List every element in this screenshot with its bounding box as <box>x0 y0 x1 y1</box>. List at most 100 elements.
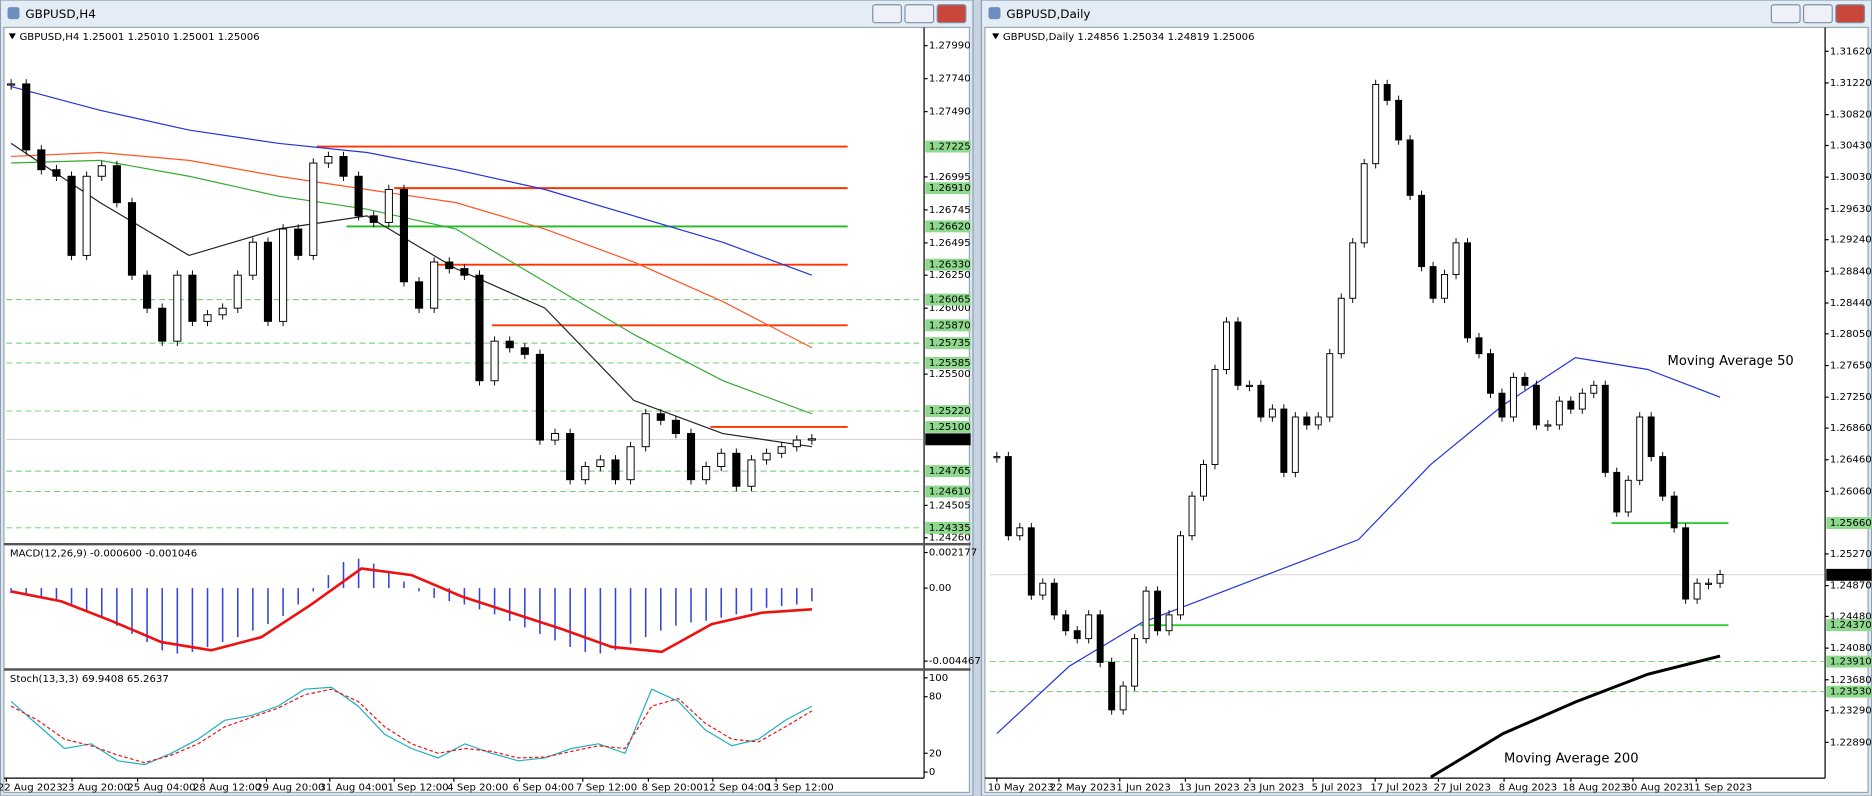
level-label: 1.25735 <box>929 338 971 349</box>
y-tick-label: 1.27990 <box>929 41 971 52</box>
x-tick-label: 17 Jul 2023 <box>1370 783 1427 794</box>
candle <box>993 456 1001 459</box>
candle <box>218 307 227 316</box>
candle <box>747 459 756 487</box>
stoch-signal <box>10 688 813 764</box>
level-label: 1.23910 <box>1830 657 1872 668</box>
candle <box>1441 274 1449 299</box>
candle <box>67 175 76 256</box>
y-tick-label: 1.29630 <box>1830 204 1872 215</box>
candle <box>1716 574 1724 584</box>
restore-button[interactable] <box>904 4 935 24</box>
candle <box>1590 384 1598 394</box>
candle <box>581 466 590 481</box>
x-tick-label: 1 Sep 12:00 <box>387 783 448 794</box>
candle <box>686 433 696 481</box>
candle <box>611 459 620 481</box>
y-tick-label: 1.28050 <box>1830 329 1872 340</box>
window-title: GBPUSD,Daily <box>1006 7 1090 21</box>
symbol-info: GBPUSD,Daily 1.24856 1.25034 1.24819 1.2… <box>1003 32 1255 43</box>
y-tick-label: 0.00 <box>929 583 952 594</box>
moving-average <box>10 85 813 276</box>
y-tick-label: 1.26995 <box>929 172 971 183</box>
candle <box>762 452 771 461</box>
level-label-bg <box>925 420 971 433</box>
window-title: GBPUSD,H4 <box>25 7 95 21</box>
candle <box>1418 194 1426 268</box>
y-tick-label: 1.22890 <box>1830 737 1872 748</box>
y-tick-label: 1.30430 <box>1830 140 1872 151</box>
candle <box>143 274 152 309</box>
level-label: 1.24335 <box>929 523 971 534</box>
y-tick-label: 1.24480 <box>1830 611 1872 622</box>
candle <box>1395 99 1403 141</box>
candle <box>792 439 801 448</box>
level-label-bg <box>925 182 971 195</box>
candle <box>1154 590 1162 632</box>
title-bar <box>982 1 1871 27</box>
candle <box>475 274 484 382</box>
candle <box>82 175 91 256</box>
x-tick-label: 25 Aug 04:00 <box>127 783 195 794</box>
current-price-bg <box>1826 568 1872 581</box>
level-label: 1.23530 <box>1830 687 1872 698</box>
candle <box>1406 139 1414 196</box>
candle <box>263 241 273 322</box>
y-tick-label: 1.27490 <box>929 107 971 118</box>
candle <box>1682 527 1690 600</box>
close-button[interactable] <box>936 4 967 24</box>
candle <box>1188 495 1196 537</box>
y-tick-label: 1.25500 <box>929 369 971 380</box>
chart-area <box>984 26 1869 794</box>
moving-average <box>11 159 813 415</box>
symbol-marker <box>8 33 16 40</box>
candle <box>1027 527 1035 596</box>
level-label: 1.27225 <box>929 142 971 153</box>
y-tick-label: 1.28840 <box>1830 266 1872 277</box>
x-tick-label: 22 Aug 2023 <box>0 783 63 794</box>
candle <box>1532 384 1540 426</box>
level-label: 1.26910 <box>929 183 971 194</box>
level-label: 1.25870 <box>929 320 971 331</box>
candle <box>324 155 333 164</box>
candle <box>112 165 121 204</box>
candle <box>1004 456 1012 537</box>
x-tick-label: 4 Sep 20:00 <box>447 783 508 794</box>
minimize-button[interactable] <box>1770 4 1801 24</box>
close-button[interactable] <box>1835 4 1866 24</box>
symbol-marker <box>992 33 1000 40</box>
candle <box>279 228 288 322</box>
y-tick-label: 1.26460 <box>1830 455 1872 466</box>
candle <box>732 452 741 487</box>
level-label-bg <box>1826 619 1872 632</box>
candle <box>1429 266 1437 299</box>
x-tick-label: 1 Jun 2023 <box>1116 783 1170 794</box>
x-tick-label: 6 Sep 04:00 <box>513 783 574 794</box>
y-tick-label: 1.31220 <box>1830 78 1872 89</box>
y-tick-label: 1.27740 <box>929 74 971 85</box>
candle <box>1073 630 1081 640</box>
level-label: 1.25100 <box>929 422 971 433</box>
y-tick-label: 1.23290 <box>1830 706 1872 717</box>
candle <box>1222 321 1230 370</box>
x-tick-label: 11 Sep 2023 <box>1688 783 1752 794</box>
y-tick-label: 1.27250 <box>1830 392 1872 403</box>
x-tick-label: 8 Aug 2023 <box>1499 783 1557 794</box>
candle <box>1211 369 1219 465</box>
y-tick-label: 0 <box>929 767 935 778</box>
candle <box>1268 408 1276 418</box>
level-label: 1.24610 <box>929 487 971 498</box>
y-tick-label: 1.30030 <box>1830 172 1872 183</box>
y-tick-label: 1.26000 <box>929 303 971 314</box>
moving-average <box>11 151 813 349</box>
restore-button[interactable] <box>1803 4 1833 24</box>
candle <box>1555 400 1563 426</box>
y-tick-label: 1.25270 <box>1830 549 1872 560</box>
symbol-info: GBPUSD,H4 1.25001 1.25010 1.25001 1.2500… <box>19 32 259 43</box>
candle <box>1578 392 1586 410</box>
candle <box>520 347 529 355</box>
candle <box>1131 638 1139 687</box>
level-label-bg <box>925 220 971 233</box>
level-label-bg <box>1826 517 1872 530</box>
minimize-button[interactable] <box>872 4 902 24</box>
